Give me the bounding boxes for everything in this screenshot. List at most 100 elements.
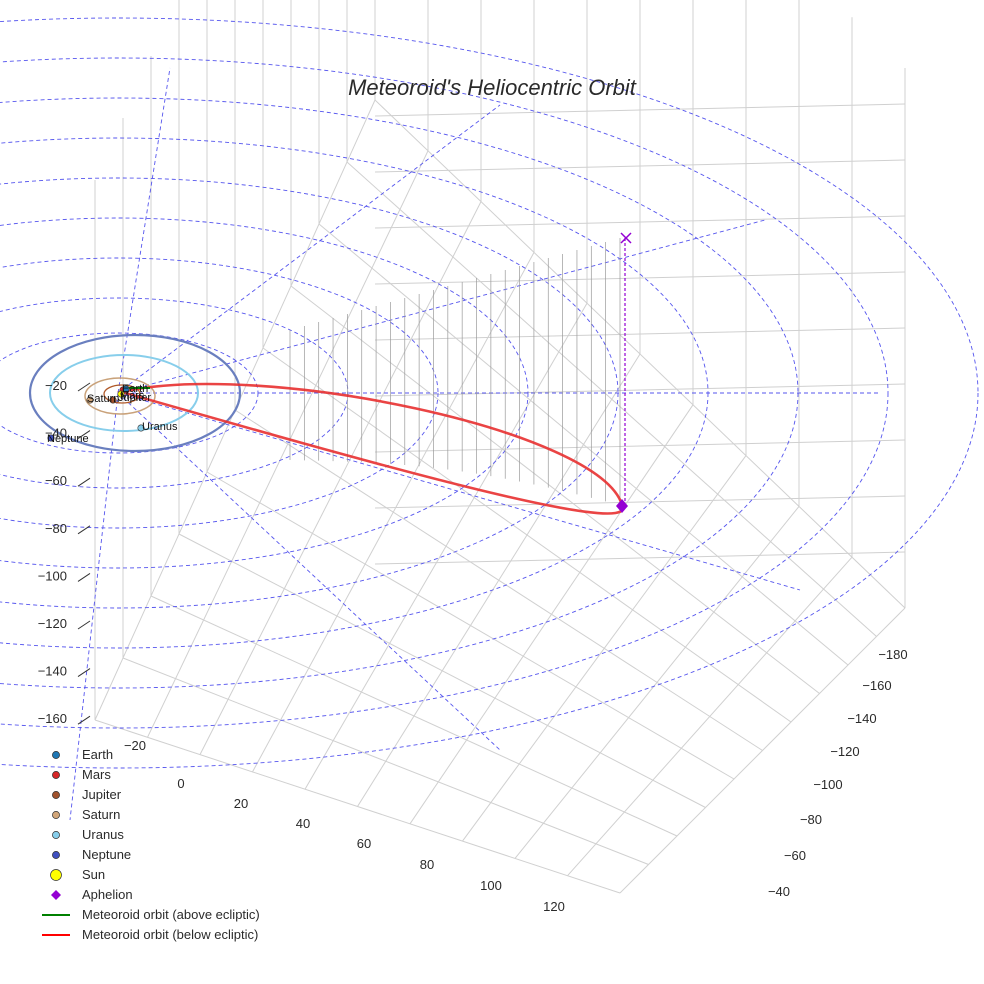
legend-swatch xyxy=(52,751,60,759)
guide-line xyxy=(69,392,119,821)
grid-line xyxy=(619,607,906,894)
grid-line xyxy=(262,347,792,723)
z-tick-label: −100 xyxy=(38,568,67,583)
planet-label-jupiter: Jupiter xyxy=(118,392,151,404)
grid-line xyxy=(318,223,849,666)
grid-line xyxy=(374,383,906,397)
guide-line xyxy=(117,392,801,591)
grid-line xyxy=(514,506,800,859)
planet-label-earth: Earth xyxy=(122,383,148,395)
legend-swatch xyxy=(52,791,60,799)
legend-item: Saturn xyxy=(52,807,120,822)
legend-label: Saturn xyxy=(82,807,120,822)
aphelion-cross xyxy=(620,232,632,244)
planet-marker xyxy=(109,396,117,404)
grid-lines xyxy=(94,0,906,894)
guide-line xyxy=(117,67,171,394)
grid-line xyxy=(374,271,906,285)
x-tick-label: 80 xyxy=(420,857,434,872)
x-tick-label: 40 xyxy=(296,816,310,831)
guide-lines xyxy=(0,17,979,821)
legend-item: Aphelion xyxy=(51,887,133,902)
y-tick-label: −180 xyxy=(878,647,907,662)
aphelion-marker xyxy=(616,499,628,513)
grid-line xyxy=(374,551,906,565)
planet-label-mars: Mars xyxy=(120,390,145,402)
z-tick xyxy=(77,620,91,630)
y-tick-label: −120 xyxy=(830,744,859,759)
legend-label: Meteoroid orbit (above ecliptic) xyxy=(82,907,260,922)
drop-lines xyxy=(289,238,626,505)
planet-orbits xyxy=(28,333,242,453)
legend-item: Mars xyxy=(52,767,111,782)
grid-line xyxy=(462,455,747,842)
legend-swatch xyxy=(52,771,60,779)
legend-item: Uranus xyxy=(52,827,124,842)
guide-ring xyxy=(0,57,889,729)
legend-swatch xyxy=(52,851,60,859)
z-tick xyxy=(77,477,91,487)
legend-swatch xyxy=(51,890,61,900)
grid-line xyxy=(374,327,906,341)
grid-line xyxy=(234,409,763,751)
grid-line xyxy=(290,285,820,694)
legend-swatch xyxy=(52,831,60,839)
x-tick-label: −20 xyxy=(124,738,146,753)
legend-label: Meteoroid orbit (below ecliptic) xyxy=(82,927,258,942)
grid-line xyxy=(374,439,906,453)
grid-line xyxy=(374,159,906,173)
planet-label-saturn: Saturn xyxy=(87,393,119,405)
z-tick-label: −160 xyxy=(38,711,67,726)
z-tick-label: −40 xyxy=(45,426,67,441)
x-tick-label: 60 xyxy=(357,836,371,851)
planet-marker xyxy=(47,434,55,442)
guide-ring xyxy=(0,257,439,529)
y-tick-label: −80 xyxy=(800,812,822,827)
legend-item: Jupiter xyxy=(52,787,122,802)
legend-swatch xyxy=(52,811,60,819)
legend-label: Aphelion xyxy=(82,887,133,902)
z-tick xyxy=(77,668,91,678)
planet-marker xyxy=(137,424,145,432)
z-tick xyxy=(77,525,91,535)
y-tick-label: −100 xyxy=(813,777,842,792)
neptune-orbit xyxy=(28,333,242,453)
y-tick-label: −160 xyxy=(862,678,891,693)
legend-item: Meteoroid orbit (below ecliptic) xyxy=(42,927,258,942)
guide-ring xyxy=(0,17,979,769)
z-tick-label: −80 xyxy=(45,521,67,536)
grid-line xyxy=(374,495,906,509)
x-tick-label: 120 xyxy=(543,899,565,914)
planet-marker xyxy=(86,396,94,404)
planet-label-neptune: Neptune xyxy=(47,433,89,445)
legend-swatch xyxy=(50,869,62,881)
planet-marker xyxy=(122,385,130,393)
saturn-orbit xyxy=(84,377,156,415)
y-tick-label: −60 xyxy=(784,848,806,863)
legend-label: Sun xyxy=(82,867,105,882)
y-tick-label: −40 xyxy=(768,884,790,899)
z-tick xyxy=(77,382,91,392)
x-tick-label: 100 xyxy=(480,878,502,893)
legend-label: Uranus xyxy=(82,827,124,842)
legend-item: Earth xyxy=(52,747,113,762)
grid-line xyxy=(374,215,906,229)
legend-item: Sun xyxy=(50,867,105,882)
axis-ticks: −20 −40 −60 −80 −100 −120 −140 −160 −20 0 20 40 60 80… xyxy=(38,378,908,914)
z-tick-label: −20 xyxy=(45,378,67,393)
legend-label: Jupiter xyxy=(82,787,122,802)
jupiter-orbit xyxy=(103,384,141,404)
grid-line xyxy=(346,161,877,637)
legend: Earth Mars Jupiter Saturn Uranus Neptune Sun Ap… xyxy=(42,747,260,942)
legend-label: Earth xyxy=(82,747,113,762)
x-tick-label: 0 xyxy=(177,776,184,791)
guide-ring xyxy=(0,297,349,489)
z-tick-label: −120 xyxy=(38,616,67,631)
legend-label: Neptune xyxy=(82,847,131,862)
z-tick xyxy=(77,715,91,725)
z-tick-label: −140 xyxy=(38,664,67,679)
y-tick-label: −140 xyxy=(847,711,876,726)
guide-line xyxy=(117,104,501,394)
z-tick xyxy=(77,430,91,440)
